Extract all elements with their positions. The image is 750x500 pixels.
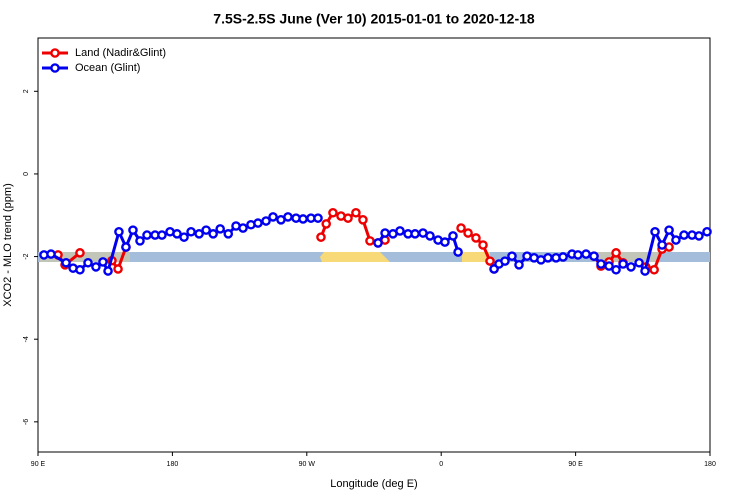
land-strip bbox=[462, 252, 490, 262]
surface-strip bbox=[38, 252, 710, 262]
data-point bbox=[581, 249, 591, 259]
data-point bbox=[103, 266, 113, 276]
data-point bbox=[589, 251, 599, 261]
data-point bbox=[186, 226, 196, 237]
data-point bbox=[604, 261, 614, 271]
data-point bbox=[128, 225, 138, 235]
data-point bbox=[650, 226, 660, 237]
x-tick-label: 90 W bbox=[299, 461, 316, 468]
data-point bbox=[611, 248, 621, 258]
data-point bbox=[75, 248, 85, 258]
data-point bbox=[343, 213, 353, 223]
data-point bbox=[157, 230, 167, 240]
data-point bbox=[75, 264, 85, 275]
data-point bbox=[478, 240, 488, 250]
data-point bbox=[463, 228, 473, 238]
data-point bbox=[543, 253, 553, 263]
data-point bbox=[626, 262, 636, 272]
data-point bbox=[351, 207, 361, 218]
data-point bbox=[253, 218, 263, 228]
data-point bbox=[328, 207, 338, 218]
data-point bbox=[500, 256, 510, 266]
chart-title: 7.5S-2.5S June (Ver 10) 2015-01-01 to 20… bbox=[213, 11, 535, 27]
data-point bbox=[618, 259, 628, 269]
data-point bbox=[238, 223, 248, 233]
data-point bbox=[223, 229, 234, 239]
data-point bbox=[425, 231, 435, 241]
data-point bbox=[664, 225, 674, 235]
data-point bbox=[573, 250, 583, 260]
data-point bbox=[611, 264, 621, 275]
land-strip bbox=[320, 252, 390, 262]
data-point bbox=[215, 224, 225, 234]
mixed-strip bbox=[40, 252, 130, 262]
data-point bbox=[316, 232, 326, 242]
data-point bbox=[649, 264, 659, 275]
y-axis-label: XCO2 - MLO trend (ppm) bbox=[2, 183, 14, 306]
data-point bbox=[694, 231, 704, 241]
plot-frame bbox=[37, 37, 711, 453]
data-point bbox=[485, 256, 495, 266]
y-tick-label: 0 bbox=[23, 172, 30, 176]
data-point bbox=[395, 226, 405, 236]
data-point bbox=[514, 260, 524, 270]
x-tick-label: 90 E bbox=[31, 461, 46, 468]
data-point bbox=[46, 249, 56, 259]
data-point bbox=[702, 226, 712, 237]
data-point bbox=[142, 230, 152, 240]
data-point bbox=[135, 236, 145, 246]
data-point bbox=[679, 230, 689, 240]
data-point bbox=[268, 212, 278, 222]
data-point bbox=[313, 213, 323, 223]
data-point bbox=[283, 212, 293, 222]
y-tick-label: -2 bbox=[23, 253, 30, 259]
data-point bbox=[179, 232, 189, 242]
data-point bbox=[113, 264, 123, 274]
data-point bbox=[121, 242, 131, 252]
data-point bbox=[456, 223, 466, 233]
data-point bbox=[410, 229, 420, 239]
data-point bbox=[321, 219, 332, 229]
data-point bbox=[261, 216, 271, 226]
x-tick-label: 90 E bbox=[568, 461, 583, 468]
x-axis-label: Longitude (deg E) bbox=[330, 478, 417, 490]
y-tick-label: 2 bbox=[23, 89, 30, 93]
mixed-strip bbox=[595, 252, 660, 262]
x-tick-label: 0 bbox=[439, 461, 443, 468]
legend-marker bbox=[50, 48, 60, 58]
data-point bbox=[640, 266, 650, 276]
data-point bbox=[380, 228, 390, 238]
legend-label: Land (Nadir&Glint) bbox=[75, 47, 166, 59]
data-point bbox=[657, 240, 667, 250]
y-tick-label: -6 bbox=[23, 419, 30, 425]
data-point bbox=[671, 235, 681, 245]
data-point bbox=[194, 229, 204, 239]
data-point bbox=[558, 252, 568, 262]
y-tick-label: -4 bbox=[23, 336, 30, 342]
x-tick-label: 180 bbox=[704, 461, 716, 468]
x-tick-label: 180 bbox=[167, 461, 179, 468]
data-point bbox=[208, 229, 218, 239]
data-point bbox=[83, 257, 93, 268]
data-point bbox=[298, 214, 308, 224]
data-point bbox=[507, 251, 517, 261]
data-point bbox=[373, 238, 383, 248]
data-point bbox=[453, 247, 463, 257]
data-point bbox=[448, 231, 458, 241]
legend-label: Ocean (Glint) bbox=[75, 62, 140, 74]
data-point bbox=[91, 262, 101, 272]
data-point bbox=[61, 257, 71, 268]
data-point bbox=[114, 226, 124, 237]
data-point bbox=[365, 236, 375, 246]
data-point bbox=[440, 237, 450, 247]
data-point bbox=[201, 225, 211, 235]
data-point bbox=[471, 233, 481, 243]
data-point bbox=[358, 214, 368, 225]
legend-marker bbox=[50, 63, 60, 73]
data-point bbox=[98, 257, 108, 267]
data-point bbox=[634, 257, 644, 268]
data-point bbox=[596, 259, 606, 269]
